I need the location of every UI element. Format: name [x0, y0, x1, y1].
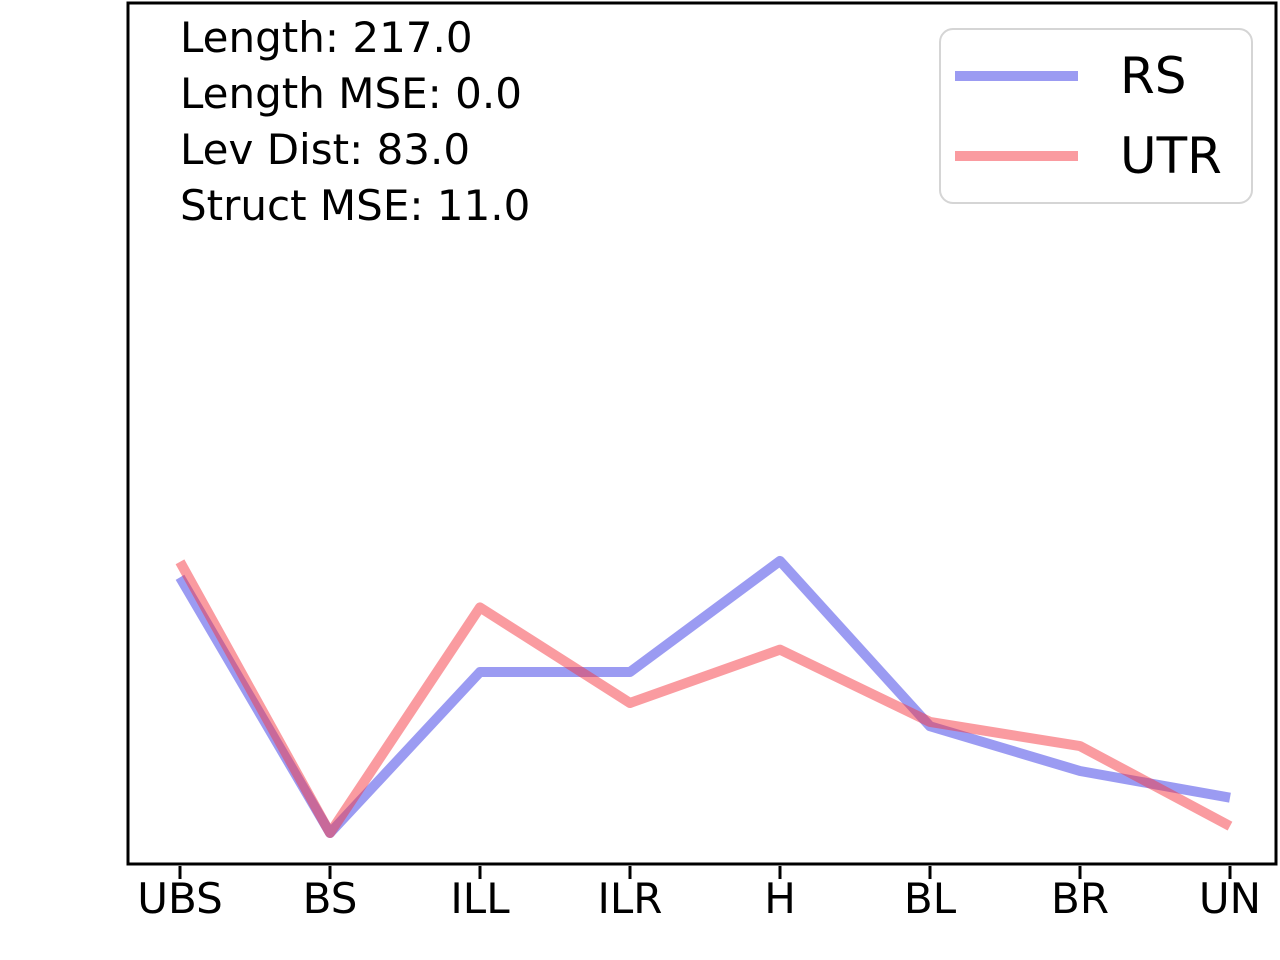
stats-annotation-block: Length: 217.0 Length MSE: 0.0 Lev Dist: …	[180, 10, 530, 234]
stat-length-mse: Length MSE: 0.0	[180, 69, 522, 118]
x-tick-label-ubs: UBS	[137, 874, 222, 923]
x-tick-label-un: UN	[1199, 874, 1261, 923]
x-tick-label-bs: BS	[303, 874, 358, 923]
x-tick-label-br: BR	[1051, 874, 1109, 923]
stat-struct-mse: Struct MSE: 11.0	[180, 181, 531, 230]
x-tick-label-h: H	[764, 874, 796, 923]
legend-swatch-utr	[955, 151, 1078, 161]
legend-item-rs: RS	[955, 36, 1251, 116]
legend-label-rs: RS	[1120, 47, 1187, 105]
legend-label-utr: UTR	[1120, 127, 1222, 185]
x-tick-label-ilr: ILR	[598, 874, 663, 923]
x-tick-label-ill: ILL	[450, 874, 510, 923]
series-line-utr	[175, 559, 1233, 839]
x-axis-tick-labels: UBS BS ILL ILR H BL BR UN	[137, 874, 1261, 923]
axes-box	[126, 1, 1278, 866]
legend-box: RS UTR	[939, 28, 1253, 204]
x-axis-ticks	[178, 866, 1232, 879]
legend-swatch-rs	[955, 71, 1078, 81]
stat-length: Length: 217.0	[180, 13, 473, 62]
series-lines	[175, 555, 1233, 839]
legend-item-utr: UTR	[955, 116, 1251, 196]
series-line-rs	[175, 555, 1231, 839]
x-tick-label-bl: BL	[904, 874, 957, 923]
stat-lev-dist: Lev Dist: 83.0	[180, 125, 471, 174]
